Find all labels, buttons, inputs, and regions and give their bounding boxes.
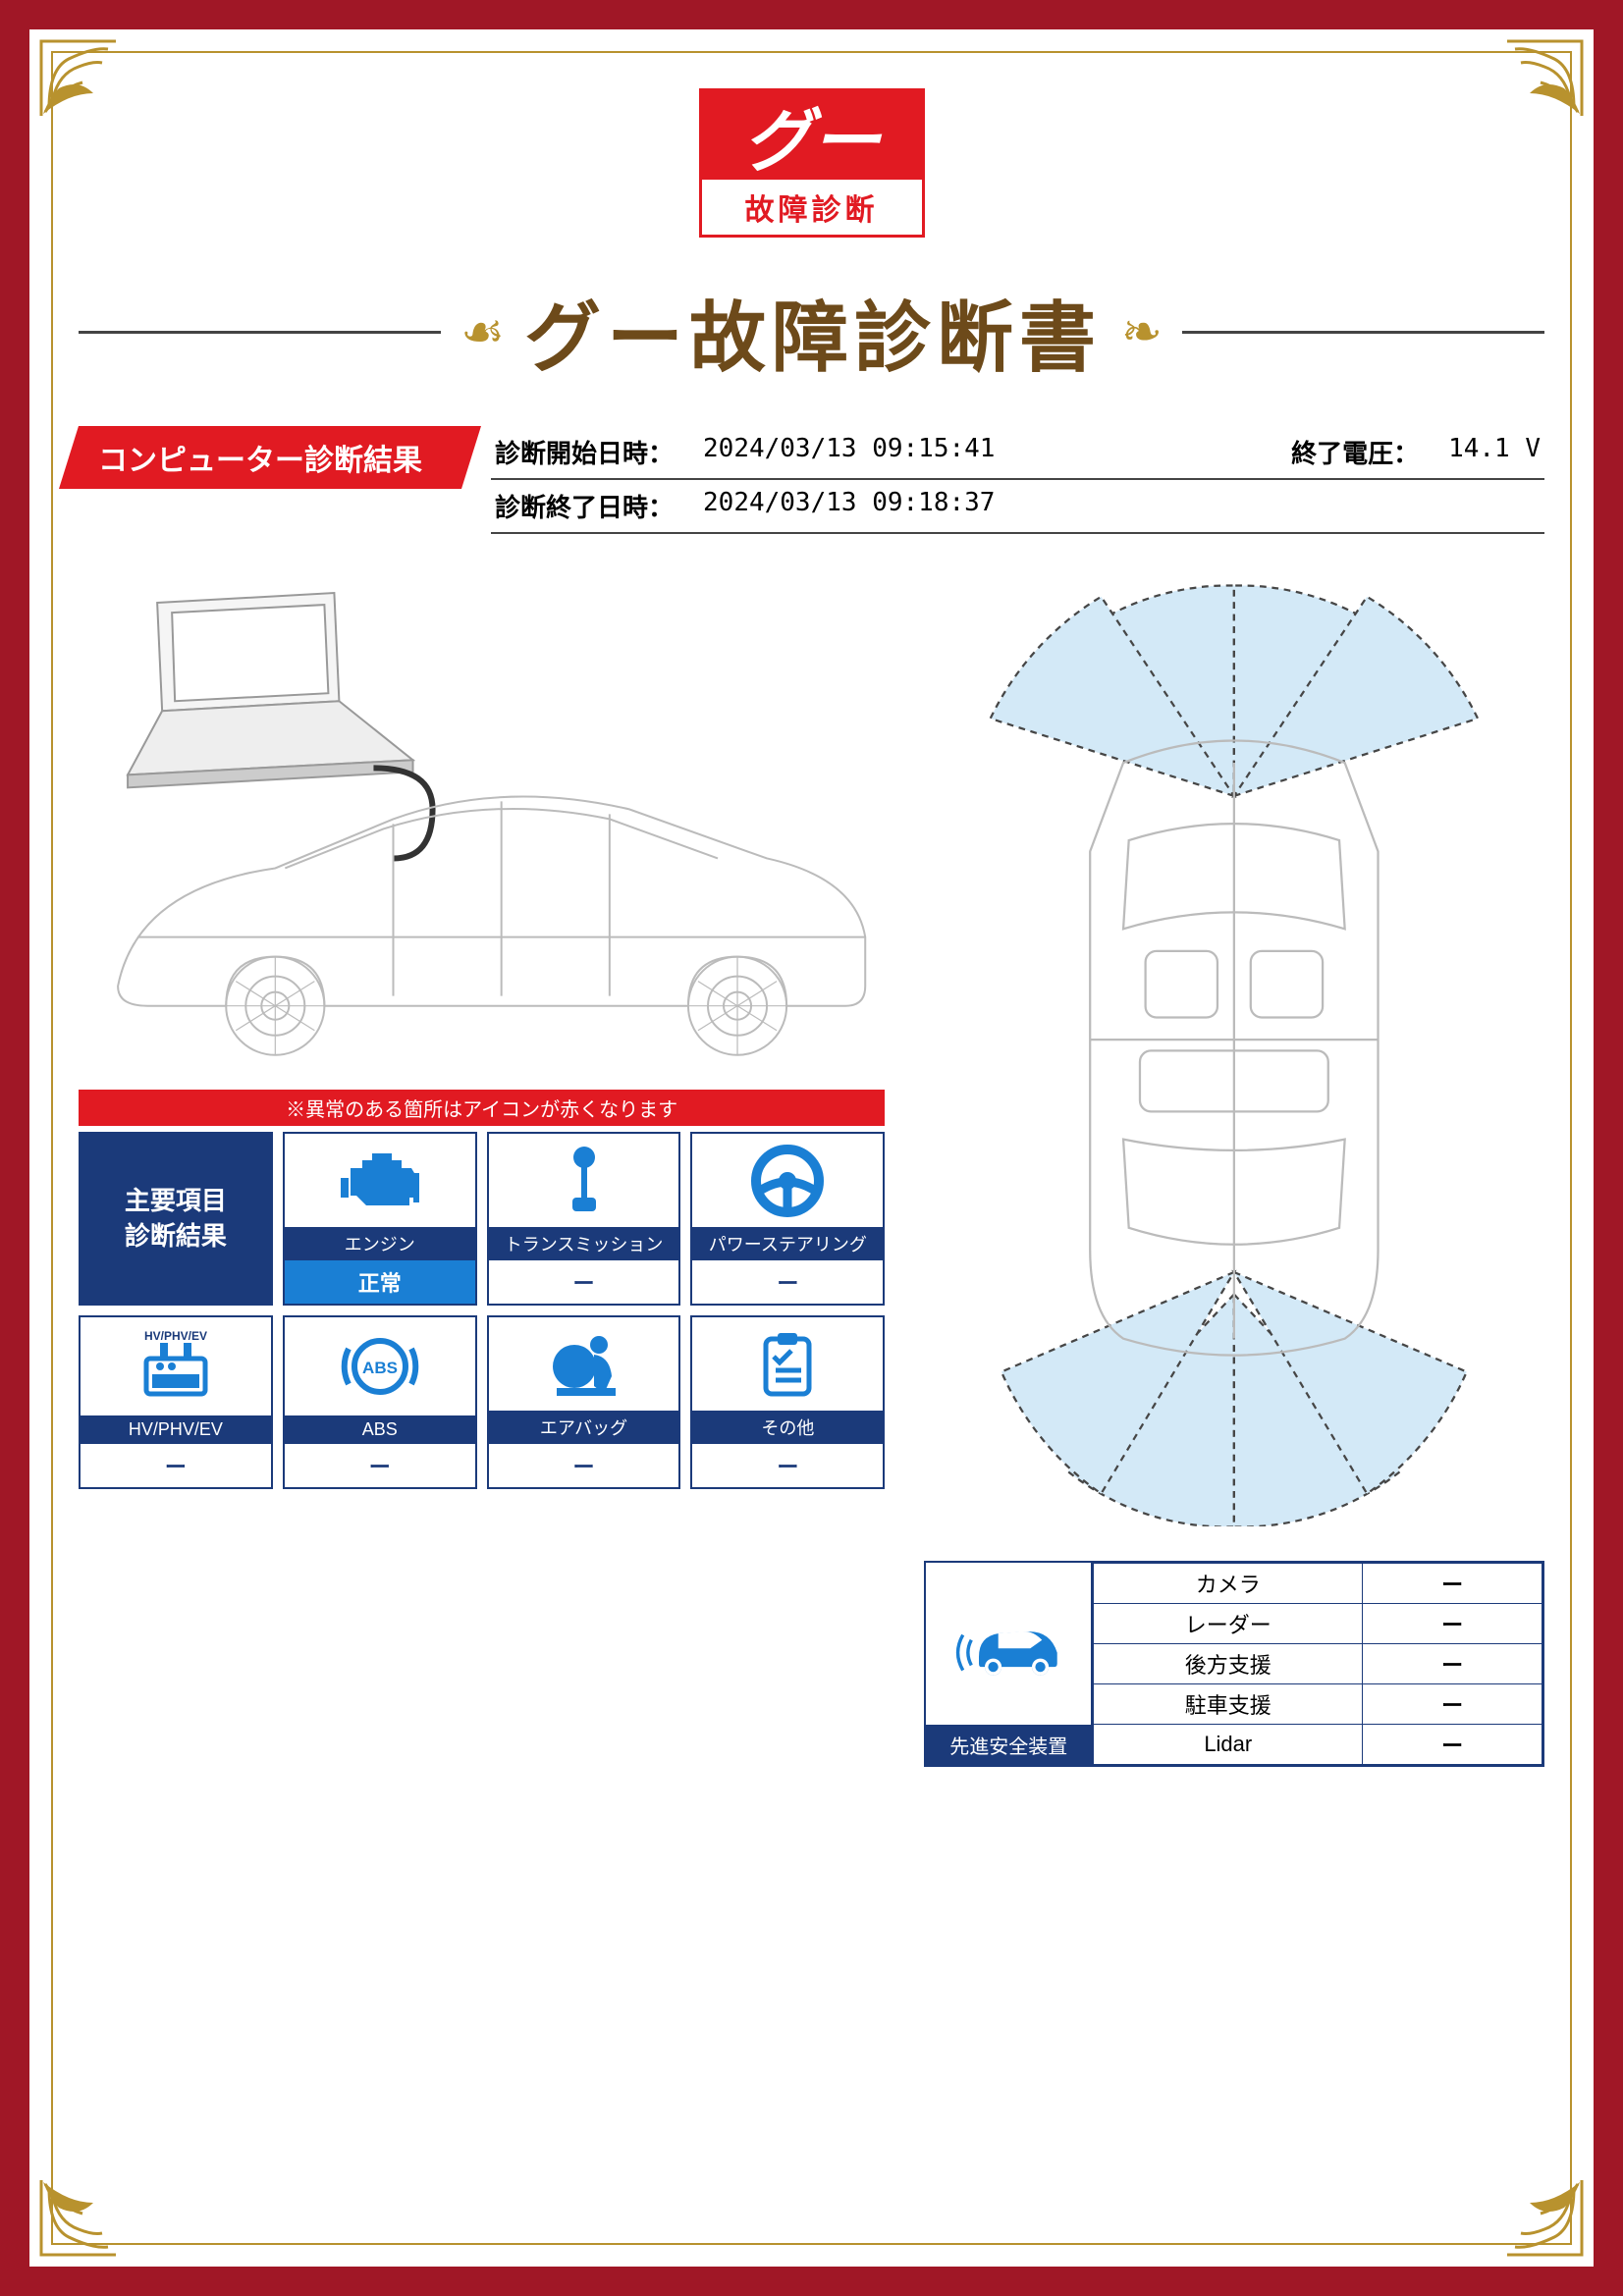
car-top-sensor-diagram: 先進安全装置 カメラーレーダーー後方支援ー駐車支援ーLidarー: [924, 563, 1544, 1767]
car-side-diagram: ※異常のある箇所はアイコンが赤くなります 主要項目診断結果 エンジン 正常 トラ…: [79, 563, 885, 1767]
title-rule-right: [1182, 331, 1544, 334]
abs-icon: [285, 1317, 475, 1415]
diag-cell-steering: パワーステアリング ー: [690, 1132, 885, 1306]
clipboard-icon: [692, 1317, 883, 1411]
brand-logo: グー 故障診断: [699, 88, 925, 238]
diag-status: ー: [489, 1444, 679, 1487]
start-datetime-label: 診断開始日時：: [495, 434, 674, 470]
safety-row: レーダーー: [1094, 1604, 1542, 1644]
diag-label: ABS: [285, 1415, 475, 1444]
safety-name: カメラ: [1094, 1564, 1363, 1604]
safety-row: 後方支援ー: [1094, 1644, 1542, 1684]
meta-block: 診断開始日時： 2024/03/13 09:15:41 終了電圧： 14.1 V…: [491, 426, 1544, 534]
diag-status: ー: [489, 1260, 679, 1304]
document-title: グー故障診断書: [524, 277, 1102, 387]
document-title-row: ☙ グー故障診断書 ❧: [79, 277, 1544, 387]
adas-car-icon: [926, 1563, 1091, 1725]
section-header: コンピューター診断結果: [79, 426, 461, 489]
diagnostic-results: ※異常のある箇所はアイコンが赤くなります 主要項目診断結果 エンジン 正常 トラ…: [79, 1090, 885, 1489]
diag-status: ー: [692, 1260, 883, 1304]
end-datetime-label: 診断終了日時：: [495, 488, 674, 524]
end-voltage-value: 14.1 V: [1448, 434, 1541, 470]
safety-name: 後方支援: [1094, 1644, 1363, 1684]
diag-label: エアバッグ: [489, 1411, 679, 1444]
safety-value: ー: [1363, 1725, 1542, 1765]
diag-label: パワーステアリング: [692, 1227, 883, 1260]
diag-header-l1: 主要項目: [125, 1186, 227, 1215]
diag-cell-clipboard: その他 ー: [690, 1315, 885, 1489]
safety-name: レーダー: [1094, 1604, 1363, 1644]
diag-status: ー: [81, 1444, 271, 1487]
safety-table: カメラーレーダーー後方支援ー駐車支援ーLidarー: [1093, 1563, 1542, 1765]
diag-header-cell: 主要項目診断結果: [79, 1132, 273, 1306]
safety-value: ー: [1363, 1564, 1542, 1604]
diag-cell-transmission: トランスミッション ー: [487, 1132, 681, 1306]
diag-cell-abs: ABS ー: [283, 1315, 477, 1489]
transmission-icon: [489, 1134, 679, 1227]
diag-label: エンジン: [285, 1227, 475, 1260]
airbag-icon: [489, 1317, 679, 1411]
end-voltage-label: 終了電圧：: [1291, 434, 1419, 470]
steering-icon: [692, 1134, 883, 1227]
hvev-icon: [81, 1317, 271, 1415]
safety-name: Lidar: [1094, 1725, 1363, 1765]
diag-status: ー: [692, 1444, 883, 1487]
diag-cell-airbag: エアバッグ ー: [487, 1315, 681, 1489]
diag-header-l2: 診断結果: [125, 1221, 227, 1251]
diag-label: トランスミッション: [489, 1227, 679, 1260]
safety-name: 駐車支援: [1094, 1684, 1363, 1725]
brand-subtitle: 故障診断: [702, 180, 922, 235]
diag-label: HV/PHV/EV: [81, 1415, 271, 1444]
safety-value: ー: [1363, 1644, 1542, 1684]
safety-equipment-box: 先進安全装置 カメラーレーダーー後方支援ー駐車支援ーLidarー: [924, 1561, 1544, 1767]
diag-cell-hvev: HV/PHV/EV ー: [79, 1315, 273, 1489]
safety-row: 駐車支援ー: [1094, 1684, 1542, 1725]
diag-label: その他: [692, 1411, 883, 1444]
safety-title: 先進安全装置: [926, 1725, 1091, 1765]
safety-value: ー: [1363, 1604, 1542, 1644]
safety-row: カメラー: [1094, 1564, 1542, 1604]
brand-name: グー: [702, 91, 922, 180]
safety-value: ー: [1363, 1684, 1542, 1725]
start-datetime-value: 2024/03/13 09:15:41: [703, 434, 995, 470]
safety-row: Lidarー: [1094, 1725, 1542, 1765]
flourish-right-icon: ❧: [1121, 303, 1163, 360]
diag-status: ー: [285, 1444, 475, 1487]
diag-cell-engine: エンジン 正常: [283, 1132, 477, 1306]
engine-icon: [285, 1134, 475, 1227]
diagnostic-banner: ※異常のある箇所はアイコンが赤くなります: [79, 1090, 885, 1126]
title-rule-left: [79, 331, 441, 334]
diag-status: 正常: [285, 1260, 475, 1304]
end-datetime-value: 2024/03/13 09:18:37: [703, 488, 995, 524]
flourish-left-icon: ☙: [460, 303, 505, 360]
